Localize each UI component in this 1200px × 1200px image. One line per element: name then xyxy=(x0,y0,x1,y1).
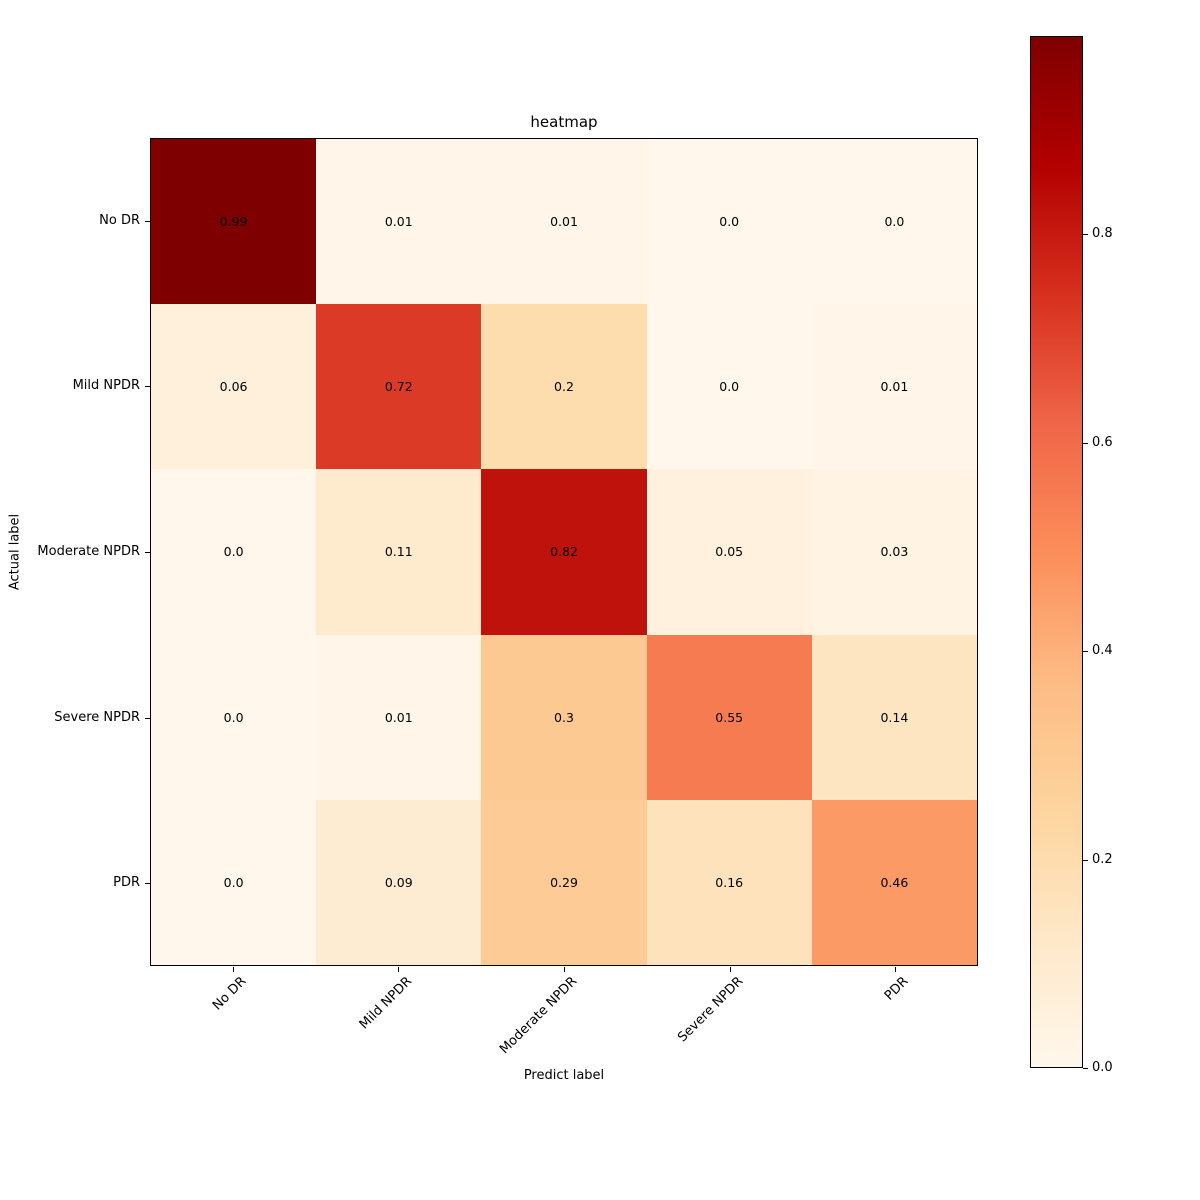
cell-value-label: 0.03 xyxy=(880,544,909,560)
cell-value-label: 0.16 xyxy=(715,874,744,890)
heatmap-cell-severe-npdr-no-dr: 0.0 xyxy=(151,634,317,800)
heatmap-cell-mild-npdr-no-dr: 0.06 xyxy=(151,304,317,470)
colorbar-tick-label-0.4: 0.4 xyxy=(1092,643,1113,658)
x-tick-label-severe-npdr: Severe NPDR xyxy=(674,974,747,1046)
x-tick-label-no-dr: No DR xyxy=(209,974,250,1014)
cell-value-label: 0.55 xyxy=(715,709,744,725)
cell-value-label: 0.05 xyxy=(715,544,744,560)
cell-value-label: 0.3 xyxy=(554,709,574,725)
colorbar-tick-mark xyxy=(1083,651,1088,652)
heatmap-cell-mild-npdr-moderate-npdr: 0.2 xyxy=(481,304,647,470)
heatmap-cell-moderate-npdr-mild-npdr: 0.11 xyxy=(316,469,482,635)
colorbar-tick-label-0.6: 0.6 xyxy=(1092,435,1113,450)
cell-value-label: 0.01 xyxy=(550,214,578,230)
y-tick-label-pdr: PDR xyxy=(113,875,140,891)
cell-value-label: 0.0 xyxy=(719,214,740,230)
heatmap-cell-pdr-moderate-npdr: 0.29 xyxy=(481,799,647,965)
heatmap-cell-pdr-pdr: 0.46 xyxy=(811,799,977,965)
cell-value-label: 0.46 xyxy=(880,874,909,890)
heatmap-cell-moderate-npdr-severe-npdr: 0.05 xyxy=(646,469,812,635)
colorbar-tick-label-0.8: 0.8 xyxy=(1092,226,1113,241)
heatmap-cell-mild-npdr-mild-npdr: 0.72 xyxy=(316,304,482,470)
cell-value-label: 0.06 xyxy=(219,379,248,395)
heatmap-cell-severe-npdr-pdr: 0.14 xyxy=(811,634,977,800)
y-tick-label-no-dr: No DR xyxy=(99,212,140,228)
colorbar-tick-mark xyxy=(1083,1068,1088,1069)
x-tick-label-mild-npdr: Mild NPDR xyxy=(356,974,416,1033)
cell-value-label: 0.0 xyxy=(719,379,740,395)
y-tick-label-mild-npdr: Mild NPDR xyxy=(72,378,140,394)
x-tick-mark xyxy=(729,967,731,972)
heatmap-cell-mild-npdr-severe-npdr: 0.0 xyxy=(646,304,812,470)
x-axis-label: Predict label xyxy=(523,1068,605,1083)
x-tick-mark xyxy=(564,967,565,972)
cell-value-label: 0.09 xyxy=(384,874,413,890)
x-tick-label-moderate-npdr: Moderate NPDR xyxy=(497,974,581,1058)
colorbar-tick-mark xyxy=(1083,443,1088,444)
heatmap-cell-severe-npdr-mild-npdr: 0.01 xyxy=(316,634,482,800)
x-tick-label-pdr: PDR xyxy=(882,974,912,1004)
heatmap-axes: 0.99 0.01 0.01 0.0 0.0 0.06 0.72 0.2 0.0 0.01 0.0 0… xyxy=(150,138,978,966)
cell-value-label: 0.99 xyxy=(219,214,248,230)
cell-value-label: 0.01 xyxy=(384,709,413,725)
y-tick-mark xyxy=(145,552,150,553)
heatmap-cell-pdr-mild-npdr: 0.09 xyxy=(316,799,482,965)
cell-value-label: 0.0 xyxy=(223,874,244,890)
cell-value-label: 0.01 xyxy=(880,379,909,395)
heatmap-cell-no-dr-severe-npdr: 0.0 xyxy=(646,139,812,305)
cell-value-label: 0.14 xyxy=(880,709,909,725)
cell-value-label: 0.2 xyxy=(554,379,574,395)
colorbar-tick-mark xyxy=(1083,234,1088,235)
cell-value-label: 0.0 xyxy=(223,709,244,725)
x-tick-mark xyxy=(398,967,400,972)
heatmap-cell-moderate-npdr-pdr: 0.03 xyxy=(811,469,977,635)
cell-value-label: 0.29 xyxy=(550,874,578,890)
y-tick-label-severe-npdr: Severe NPDR xyxy=(54,709,140,725)
y-tick-mark xyxy=(145,883,150,885)
y-axis-label: Actual label xyxy=(7,513,23,591)
heatmap-cell-no-dr-moderate-npdr: 0.01 xyxy=(481,139,647,305)
heatmap-cell-no-dr-no-dr: 0.99 xyxy=(151,139,317,305)
chart-title: heatmap xyxy=(530,113,598,131)
cell-value-label: 0.82 xyxy=(550,544,578,560)
heatmap-cell-mild-npdr-pdr: 0.01 xyxy=(811,304,977,470)
heatmap-cell-pdr-severe-npdr: 0.16 xyxy=(646,799,812,965)
x-tick-mark xyxy=(232,967,234,972)
heatmap-cell-severe-npdr-moderate-npdr: 0.3 xyxy=(481,634,647,800)
heatmap-cell-no-dr-pdr: 0.0 xyxy=(811,139,977,305)
heatmap-cell-pdr-no-dr: 0.0 xyxy=(151,799,317,965)
y-tick-mark xyxy=(145,386,150,388)
cell-value-label: 0.11 xyxy=(384,544,413,560)
cell-value-label: 0.72 xyxy=(384,379,413,395)
colorbar-tick-label-0.2: 0.2 xyxy=(1092,852,1113,867)
x-tick-mark xyxy=(895,967,897,972)
y-tick-mark xyxy=(145,220,150,222)
y-tick-label-moderate-npdr: Moderate NPDR xyxy=(37,544,140,559)
colorbar-tick-mark xyxy=(1083,860,1088,861)
heatmap-cell-moderate-npdr-no-dr: 0.0 xyxy=(151,469,317,635)
heatmap-cell-moderate-npdr-moderate-npdr: 0.82 xyxy=(481,469,647,635)
cell-value-label: 0.01 xyxy=(384,214,413,230)
heatmap-cell-severe-npdr-severe-npdr: 0.55 xyxy=(646,634,812,800)
colorbar xyxy=(1030,36,1083,1068)
colorbar-tick-label-0.0: 0.0 xyxy=(1092,1060,1113,1075)
cell-value-label: 0.0 xyxy=(884,214,905,230)
cell-value-label: 0.0 xyxy=(223,544,244,560)
heatmap-cell-no-dr-mild-npdr: 0.01 xyxy=(316,139,482,305)
y-tick-mark xyxy=(145,717,150,719)
